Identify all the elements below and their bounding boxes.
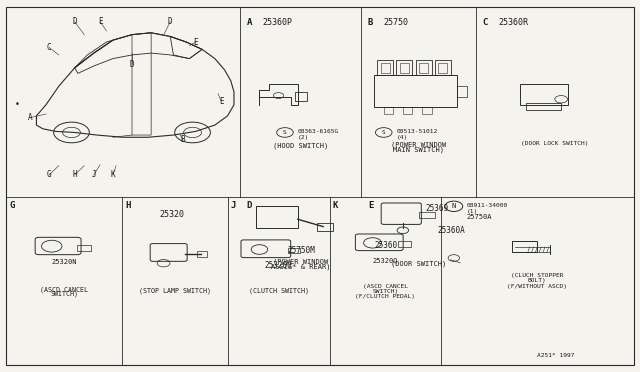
Bar — [398, 241, 411, 247]
Bar — [435, 61, 451, 75]
Text: 25750M: 25750M — [287, 246, 315, 255]
Text: B: B — [180, 135, 186, 144]
Text: BOLT): BOLT) — [528, 278, 547, 283]
Text: J: J — [92, 170, 96, 179]
Text: (CLUTCH SWITCH): (CLUTCH SWITCH) — [248, 288, 308, 295]
Bar — [378, 61, 394, 75]
Bar — [457, 86, 467, 97]
Text: 25360P: 25360P — [262, 18, 292, 27]
Text: D: D — [130, 60, 134, 69]
Bar — [415, 61, 431, 75]
Text: 25360A: 25360A — [438, 226, 466, 235]
Text: 25750A: 25750A — [467, 214, 492, 220]
Text: (4): (4) — [396, 135, 408, 140]
Bar — [381, 63, 390, 73]
Text: (DOOR LOCK SWITCH): (DOOR LOCK SWITCH) — [521, 141, 589, 146]
Text: D: D — [246, 201, 252, 210]
Text: E: E — [193, 38, 198, 46]
Bar — [396, 61, 412, 75]
Bar — [526, 103, 561, 110]
Text: (HOOD SWITCH): (HOOD SWITCH) — [273, 142, 328, 149]
Text: A251* 1997: A251* 1997 — [537, 353, 575, 358]
Bar — [288, 248, 300, 253]
Text: (DOOR SWITCH): (DOOR SWITCH) — [391, 260, 446, 267]
Text: 25360R: 25360R — [499, 18, 529, 27]
Text: D: D — [168, 17, 173, 26]
Text: SWITCH): SWITCH) — [51, 291, 79, 298]
Text: (F/WITHOUT ASCD): (F/WITHOUT ASCD) — [508, 284, 567, 289]
Bar — [374, 75, 457, 107]
Text: (CLUCH STOPPER: (CLUCH STOPPER — [511, 273, 564, 278]
Text: 25320Q: 25320Q — [372, 257, 398, 263]
Text: (POWER WINDOW: (POWER WINDOW — [391, 141, 446, 148]
Text: G: G — [10, 201, 15, 210]
Bar — [419, 212, 435, 218]
Text: (F/CLUTCH PEDAL): (F/CLUTCH PEDAL) — [355, 294, 415, 299]
Text: E: E — [368, 201, 373, 210]
Text: K: K — [333, 201, 338, 210]
Text: 25360: 25360 — [374, 241, 397, 250]
Text: 08513-51012: 08513-51012 — [396, 129, 438, 134]
Text: N: N — [452, 203, 456, 209]
Text: SWITCH): SWITCH) — [372, 289, 399, 294]
Text: G: G — [47, 170, 51, 179]
Text: A: A — [246, 18, 252, 27]
Text: MAIN SWITCH): MAIN SWITCH) — [393, 147, 444, 153]
Text: J: J — [231, 201, 236, 210]
Text: (POWER WINDOW: (POWER WINDOW — [273, 259, 328, 265]
Text: K: K — [111, 170, 115, 179]
Bar — [399, 63, 409, 73]
Text: E: E — [219, 97, 223, 106]
Text: 08911-34000: 08911-34000 — [467, 203, 508, 208]
Text: B: B — [368, 18, 373, 27]
Text: 25750: 25750 — [384, 18, 409, 27]
Bar — [520, 84, 568, 105]
Text: 25320: 25320 — [159, 210, 184, 219]
Text: S: S — [283, 130, 287, 135]
Bar — [256, 206, 298, 228]
Text: 08363-6165G: 08363-6165G — [298, 129, 339, 134]
Text: D: D — [72, 17, 77, 26]
Text: 25369: 25369 — [425, 205, 448, 214]
Text: C: C — [483, 18, 488, 27]
Bar — [197, 251, 207, 257]
Bar — [77, 245, 92, 251]
Text: (1): (1) — [467, 209, 478, 214]
Bar — [422, 107, 431, 114]
Text: (ASCD CANCEL: (ASCD CANCEL — [363, 284, 408, 289]
Bar — [419, 63, 428, 73]
Text: •: • — [15, 100, 20, 109]
Text: C: C — [47, 43, 51, 52]
Text: S: S — [382, 130, 385, 135]
Text: E: E — [98, 17, 102, 26]
Bar — [317, 223, 333, 231]
Text: (STOP LAMP SWITCH): (STOP LAMP SWITCH) — [139, 288, 211, 295]
Text: H: H — [72, 170, 77, 179]
Bar — [512, 241, 538, 253]
Text: H: H — [125, 201, 131, 210]
Bar — [384, 107, 394, 114]
Text: (ASCD CANCEL: (ASCD CANCEL — [40, 286, 88, 293]
Text: 25320U: 25320U — [265, 261, 292, 270]
Text: (2): (2) — [298, 135, 309, 140]
Text: 25320N: 25320N — [52, 259, 77, 265]
Bar — [403, 107, 412, 114]
Text: ASSIS* & REAR): ASSIS* & REAR) — [271, 264, 331, 270]
Bar — [438, 63, 447, 73]
Text: A: A — [28, 113, 33, 122]
Bar — [294, 92, 307, 101]
